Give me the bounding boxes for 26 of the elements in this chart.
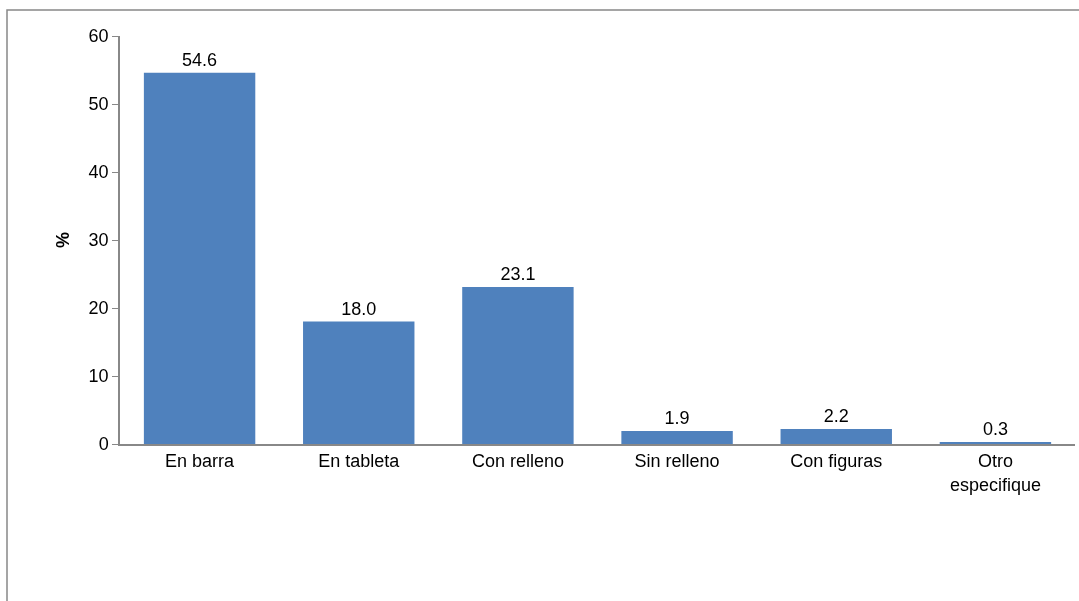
y-tick-label: 50 <box>88 94 109 115</box>
bar <box>621 431 733 444</box>
data-label: 18.0 <box>341 298 377 319</box>
data-label: 2.2 <box>823 406 849 427</box>
x-tick-label: Sin relleno <box>634 451 720 472</box>
y-axis-title: % <box>53 231 74 249</box>
data-label: 23.1 <box>500 263 536 284</box>
x-tick-label: Con figuras <box>790 451 883 472</box>
y-tick-label: 10 <box>88 366 109 387</box>
bar <box>143 72 256 444</box>
data-label: 54.6 <box>182 49 218 70</box>
data-label: 1.9 <box>664 408 690 429</box>
y-tick-label: 30 <box>88 230 109 251</box>
bar <box>303 321 415 444</box>
x-tick-label: En tableta <box>318 451 401 472</box>
bar <box>462 286 574 444</box>
x-tick-label: Otro especifique <box>949 451 1041 495</box>
x-tick-label: En barra <box>165 451 236 472</box>
bar <box>780 429 892 444</box>
y-tick-label: 20 <box>88 298 109 319</box>
x-tick-label: Con relleno <box>471 451 564 472</box>
y-tick-label: 60 <box>88 26 109 47</box>
bar <box>939 441 1052 444</box>
data-label: 0.3 <box>982 418 1008 439</box>
y-tick-label: 0 <box>98 434 109 455</box>
y-tick-label: 40 <box>88 162 109 183</box>
